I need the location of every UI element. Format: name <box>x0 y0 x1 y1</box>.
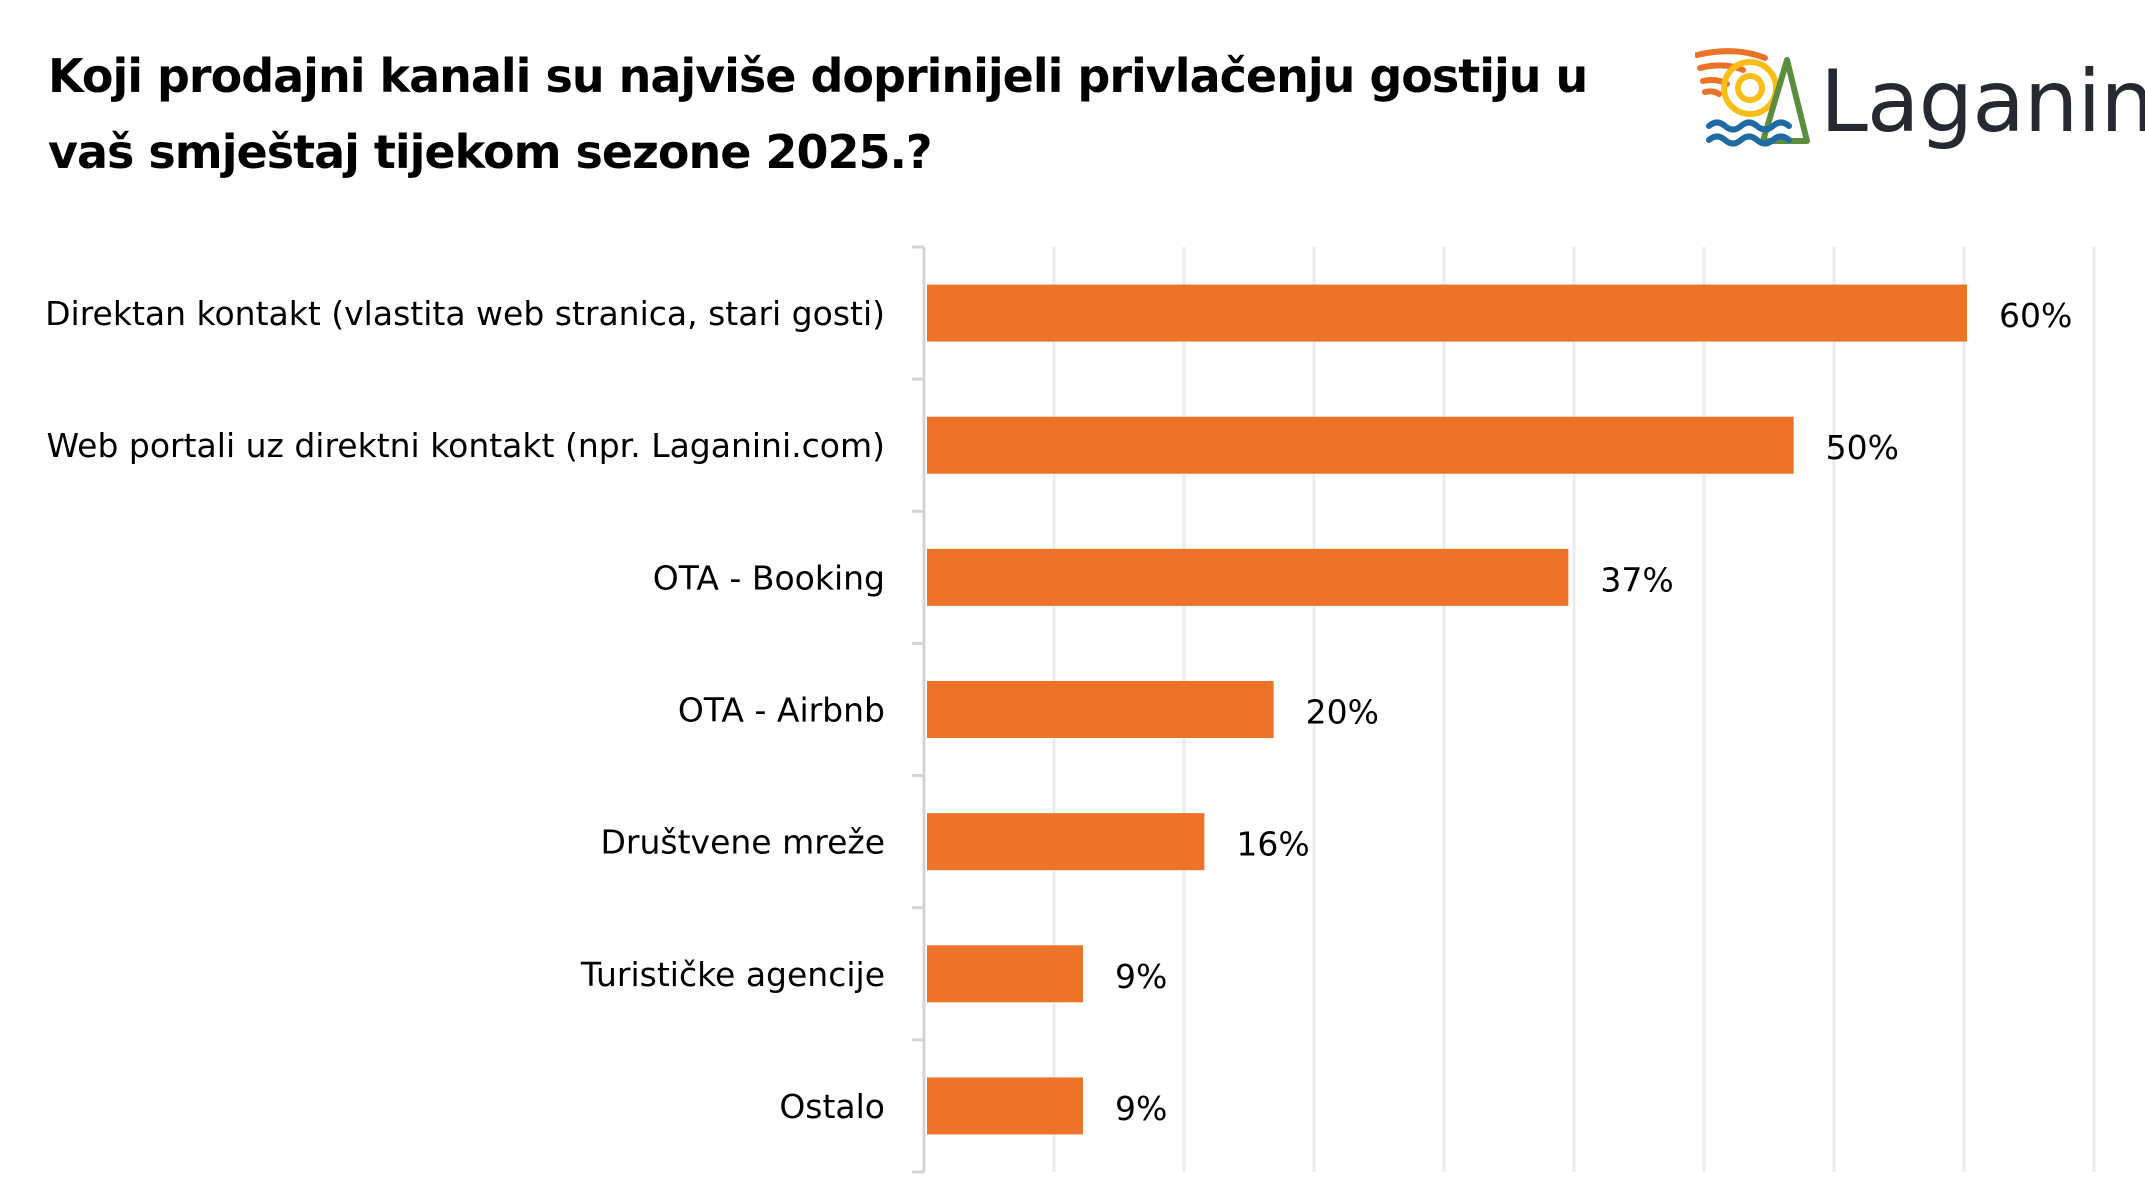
category-label: OTA - Airbnb <box>678 691 885 730</box>
bar <box>927 284 1967 342</box>
value-label: 20% <box>1306 693 1379 732</box>
category-label: Ostalo <box>779 1087 885 1126</box>
bars <box>927 284 1967 1135</box>
bar <box>927 548 1569 606</box>
value-labels: 60% 50% 37% 20% 16% 9% 9% <box>1115 296 2072 1128</box>
value-label: 50% <box>1826 428 1899 467</box>
bar <box>927 681 1274 738</box>
chart-title: Koji prodajni kanali su najviše doprinij… <box>48 38 1688 190</box>
value-label: 9% <box>1115 1089 1167 1128</box>
laganini-logo-icon <box>1695 48 1810 147</box>
bar <box>927 813 1205 871</box>
value-label: 9% <box>1115 957 1167 996</box>
value-label: 16% <box>1236 825 1309 864</box>
category-label: OTA - Booking <box>653 558 885 597</box>
mountain-icon <box>1760 57 1810 144</box>
value-label: 37% <box>1600 560 1673 599</box>
category-axis <box>912 245 926 1174</box>
chart-title-line-1: Koji prodajni kanali su najviše doprinij… <box>48 49 1588 103</box>
logo-text: Laganini <box>1820 52 2145 152</box>
bar <box>927 416 1794 474</box>
category-label: Direktan kontakt (vlastita web stranica,… <box>45 294 885 333</box>
category-label: Društvene mreže <box>601 823 885 862</box>
category-label: Turističke agencije <box>580 955 885 994</box>
category-label: Web portali uz direktni kontakt (npr. La… <box>46 426 885 465</box>
category-labels: Direktan kontakt (vlastita web stranica,… <box>45 294 885 1126</box>
bar <box>927 1077 1083 1135</box>
waves-icon <box>1706 119 1792 147</box>
chart-title-line-2: vaš smještaj tijekom sezone 2025.? <box>48 125 933 179</box>
bar <box>927 945 1083 1003</box>
value-label: 60% <box>1999 296 2072 335</box>
